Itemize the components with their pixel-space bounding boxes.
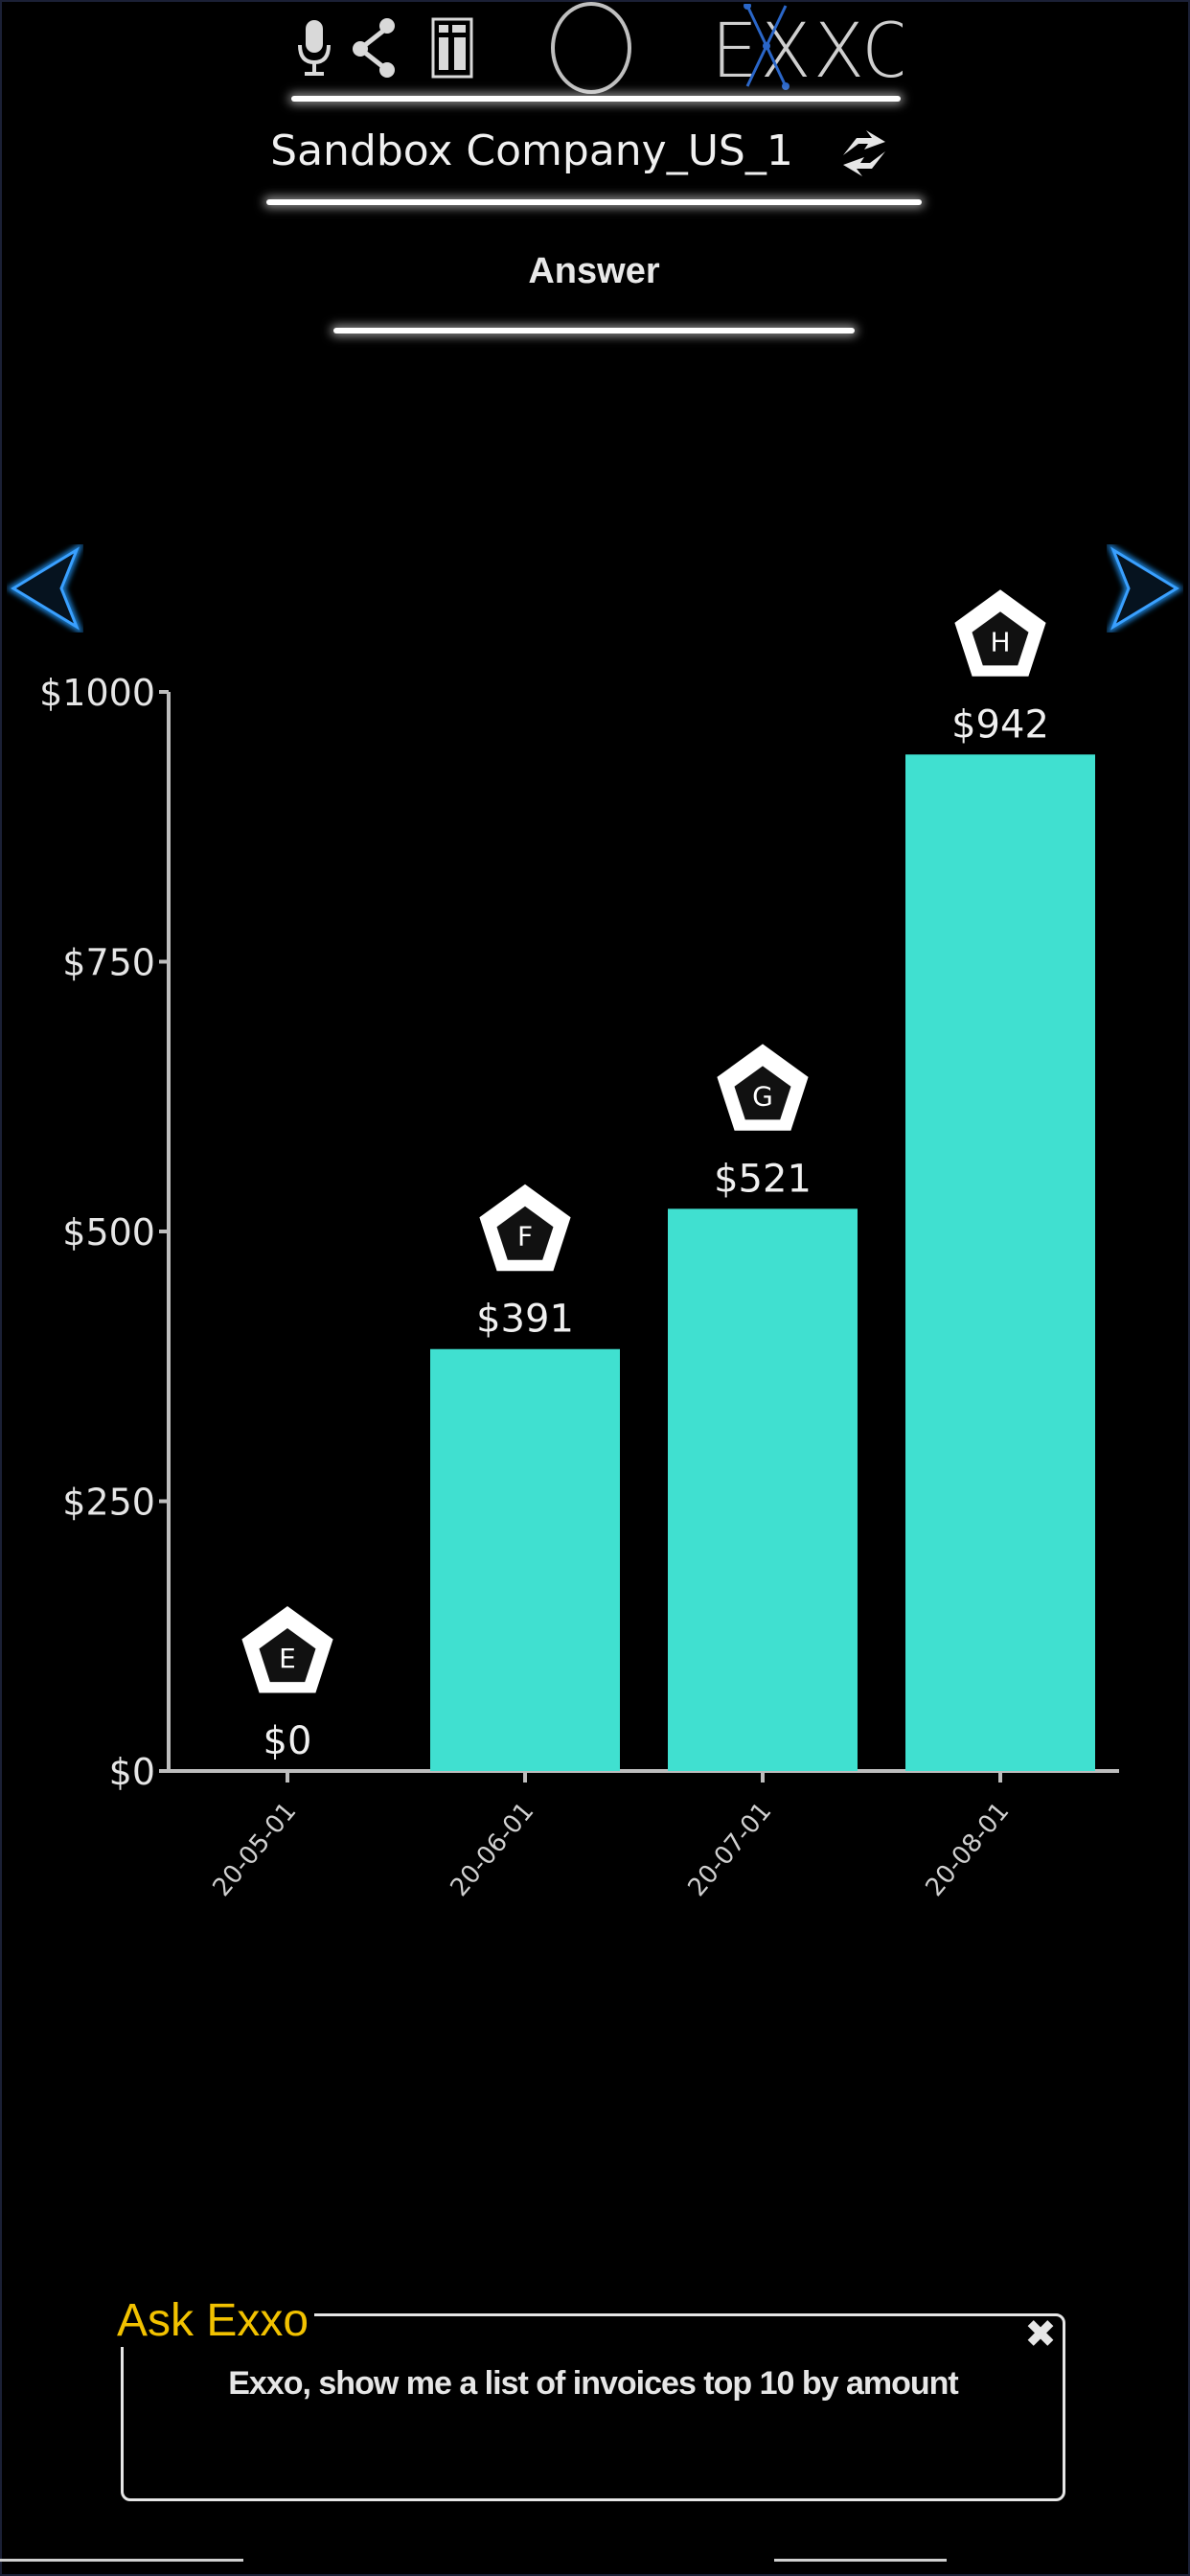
marker-pentagon-inner: [972, 611, 1029, 666]
data-label: $521: [714, 1157, 812, 1201]
marker-letter: G: [752, 1080, 773, 1112]
header-divider-bottom: [266, 199, 922, 205]
document-icon[interactable]: [425, 10, 479, 86]
marker-letter: F: [517, 1221, 533, 1253]
bottom-divider-left: [0, 2559, 243, 2562]
marker-pentagon-inner: [259, 1628, 316, 1683]
top-toolbar: EXXO: [0, 0, 1190, 96]
x-tick-label: 20-05-01: [208, 1797, 303, 1902]
y-tick-label: $1000: [39, 672, 155, 714]
y-tick-label: $0: [109, 1751, 155, 1793]
section-label: Answer: [528, 251, 660, 291]
marker-letter: E: [279, 1643, 296, 1674]
company-name: Sandbox Company_US_1: [270, 126, 793, 175]
ask-box[interactable]: [121, 2313, 1065, 2501]
refresh-icon[interactable]: [835, 126, 893, 180]
header-divider-top: [291, 96, 901, 102]
marker-pentagon-inner: [734, 1066, 791, 1120]
company-selector[interactable]: Sandbox Company_US_1: [259, 113, 929, 190]
data-label: $942: [951, 702, 1049, 747]
marker-letter: H: [990, 626, 1010, 657]
mic-icon[interactable]: [287, 10, 341, 86]
bottom-divider-right: [774, 2559, 947, 2562]
bar-chart: $0 $250 $500 $750 $1000 20-05-01 20-06-01 20-07…: [39, 589, 1119, 1902]
x-tick-label: 20-08-01: [921, 1797, 1016, 1902]
chevron-right-icon[interactable]: [1104, 544, 1184, 632]
close-icon[interactable]: ✖: [1024, 2312, 1057, 2357]
bar: [905, 754, 1095, 1771]
y-tick-label: $500: [62, 1211, 155, 1254]
exxo-logo: EXXO: [711, 4, 903, 90]
bar: [668, 1208, 858, 1771]
answer-underline: [333, 328, 855, 334]
data-label: $0: [263, 1719, 312, 1763]
ask-query[interactable]: Exxo, show me a list of invoices top 10 …: [228, 2365, 959, 2402]
data-label: $391: [476, 1298, 574, 1342]
x-tick-label: 20-06-01: [446, 1797, 540, 1902]
marker-pentagon-inner: [496, 1206, 554, 1260]
y-tick-label: $250: [62, 1482, 155, 1524]
chevron-left-icon[interactable]: [6, 544, 86, 632]
share-icon[interactable]: [347, 10, 400, 86]
circle-icon[interactable]: [551, 2, 631, 94]
y-tick-label: $750: [62, 942, 155, 984]
ask-title: Ask Exxo: [113, 2294, 315, 2347]
x-tick-label: 20-07-01: [683, 1797, 778, 1902]
logo-text: EXXO: [711, 9, 903, 90]
bar: [430, 1348, 620, 1771]
